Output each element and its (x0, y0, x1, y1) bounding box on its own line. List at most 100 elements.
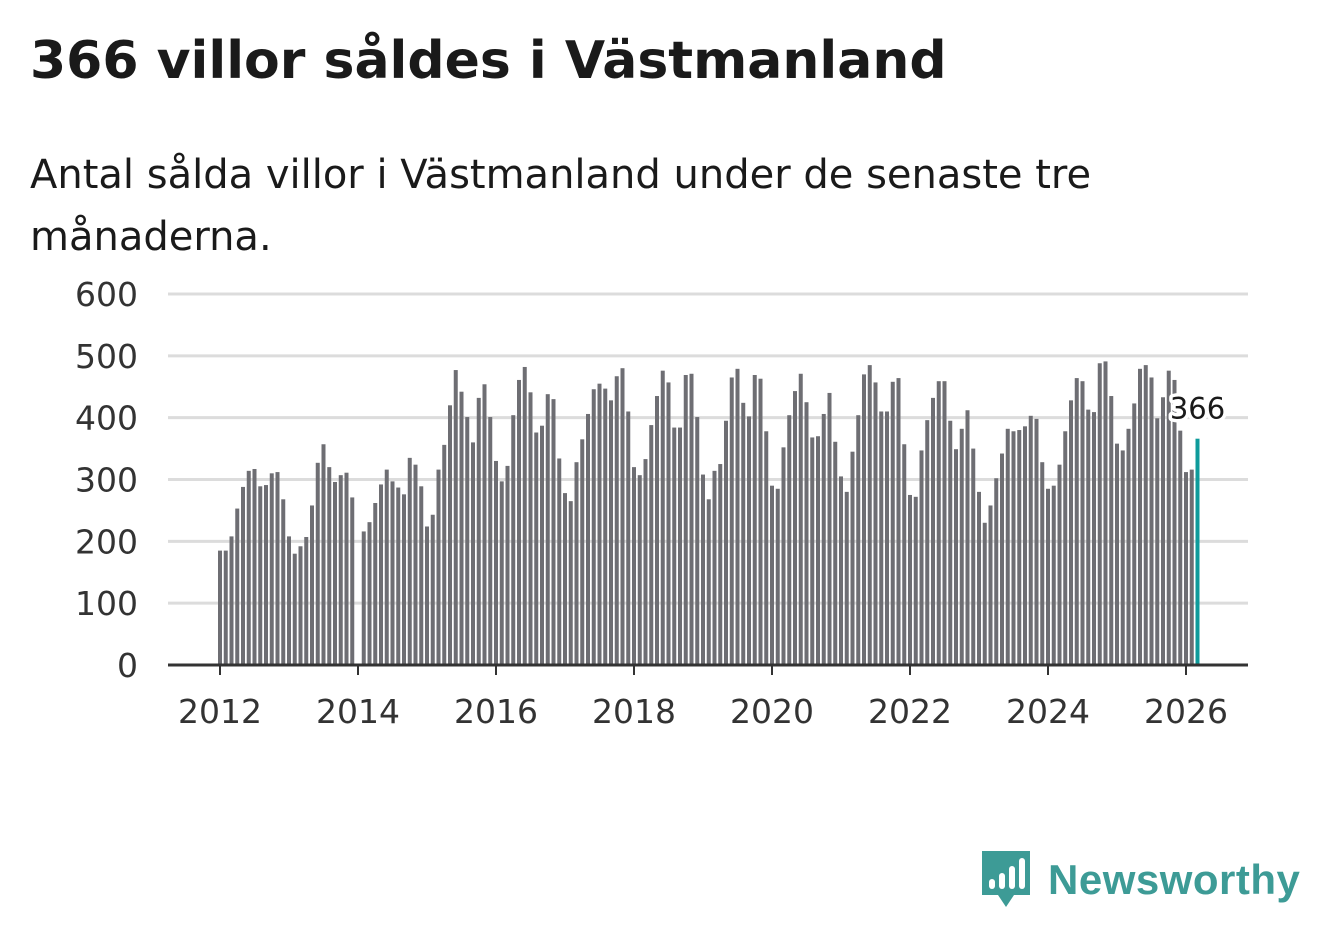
x-tick-label: 2018 (592, 692, 676, 731)
bar (1046, 488, 1050, 665)
bar (649, 425, 654, 665)
bar (931, 397, 935, 665)
bar (459, 391, 464, 665)
bar (1040, 462, 1045, 665)
data-labels: 366 (1166, 388, 1228, 429)
bar (1189, 469, 1194, 665)
bar (1011, 431, 1016, 665)
bar (804, 402, 809, 665)
bar (281, 499, 286, 665)
bar-latest (1195, 438, 1200, 665)
bar (1126, 428, 1131, 665)
bar (856, 415, 861, 665)
bar (666, 382, 671, 665)
bar (942, 381, 947, 665)
bar (718, 464, 723, 665)
bar (977, 491, 981, 665)
bar (1092, 412, 1096, 665)
bar (511, 415, 516, 665)
bar (1178, 430, 1183, 665)
bar (551, 399, 556, 665)
bar (1138, 368, 1142, 665)
bar (419, 486, 424, 665)
y-tick-label: 300 (75, 461, 138, 500)
bar (528, 392, 533, 665)
y-tick-label: 100 (75, 584, 138, 623)
latest-value-label: 366 (1170, 392, 1225, 426)
bar (246, 470, 251, 665)
y-axis-ticks: 0 100 200 300 400 500 600 (75, 275, 138, 685)
bar (913, 496, 918, 665)
bar (269, 473, 274, 665)
bar (229, 536, 234, 665)
bar (361, 531, 366, 665)
bar (1149, 377, 1154, 665)
bar (568, 501, 573, 665)
bar (678, 427, 682, 665)
bar (1155, 418, 1160, 665)
bar (499, 481, 504, 665)
bar (407, 457, 412, 665)
bar (287, 536, 291, 665)
bar (810, 437, 815, 665)
y-tick-label: 500 (75, 337, 138, 376)
bar (1120, 450, 1125, 665)
bar (936, 381, 941, 665)
bar (603, 388, 608, 665)
bar (1034, 418, 1039, 665)
bar (540, 425, 544, 665)
bar (672, 427, 677, 665)
y-tick-label: 400 (75, 399, 138, 438)
bar (885, 411, 889, 665)
bar (252, 468, 257, 665)
bar (948, 420, 953, 665)
bar (218, 550, 222, 665)
bar (275, 472, 280, 665)
bar (597, 383, 602, 665)
chart-subtitle: Antal sålda villor i Västmanland under d… (30, 152, 1092, 260)
bar (787, 415, 792, 665)
bar (327, 467, 332, 665)
bar (729, 377, 734, 665)
bar (494, 460, 498, 665)
bar-chart-speech-bubble-icon (982, 851, 1030, 907)
bar (1103, 361, 1108, 665)
bar (1023, 426, 1027, 665)
bar (724, 420, 728, 665)
bar (436, 469, 441, 665)
bar (620, 368, 625, 665)
bar (557, 458, 562, 665)
bar (534, 432, 539, 665)
bar (488, 417, 493, 665)
bar (1069, 400, 1073, 665)
bar (379, 484, 383, 665)
bar (1166, 370, 1171, 665)
x-tick-label: 2022 (868, 692, 952, 731)
bar (1063, 431, 1068, 665)
bar (402, 494, 406, 665)
bar (862, 374, 866, 665)
bar (384, 469, 389, 665)
bar (827, 392, 832, 665)
bar (1143, 365, 1148, 665)
bar (954, 449, 958, 665)
bar (442, 444, 447, 665)
bar (655, 396, 659, 665)
bar (982, 522, 987, 665)
x-tick-label: 2020 (730, 692, 814, 731)
bar (1028, 415, 1033, 665)
bar (580, 439, 585, 665)
bar (1080, 381, 1085, 665)
bar (844, 491, 849, 665)
bar (390, 481, 395, 665)
bar (223, 550, 228, 665)
bar (1005, 428, 1010, 665)
page-title: 366 villor såldes i Västmanland (30, 31, 947, 91)
bar (310, 505, 314, 665)
bar (425, 526, 429, 665)
bar (1000, 453, 1004, 665)
bar (988, 505, 993, 665)
bar (292, 553, 297, 665)
bar (430, 514, 435, 665)
bar (1172, 379, 1177, 665)
